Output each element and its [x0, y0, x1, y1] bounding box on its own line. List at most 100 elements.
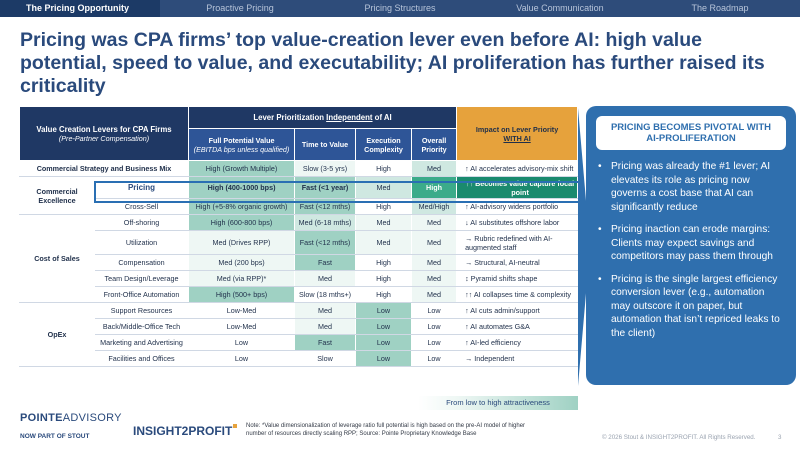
cell-impact: ↑ AI accelerates advisory-mix shift — [456, 160, 579, 177]
panel-heading: PRICING BECOMES PIVOTAL WITH AI-PROLIFER… — [596, 116, 786, 150]
cell-complexity: Low — [355, 302, 413, 319]
cell-impact: → Structural, AI-neutral — [456, 254, 579, 271]
cell-time: Slow (18 mths+) — [294, 286, 357, 303]
cell-potential: Med (via RPP)* — [188, 270, 296, 287]
copyright: © 2026 Stout & INSIGHT2PROFIT. All Right… — [602, 434, 756, 441]
cell-priority: Med — [411, 286, 458, 303]
cell-time: Slow — [294, 350, 357, 367]
cell-complexity: Med — [355, 214, 413, 231]
tab-pricing-opportunity[interactable]: The Pricing Opportunity — [0, 0, 160, 17]
cell-priority: Med — [411, 254, 458, 271]
cell-impact: ↑ AI-advisory widens portfolio — [456, 198, 579, 215]
cell-complexity: High — [355, 270, 413, 287]
cell-time: Slow (3-5 yrs) — [294, 160, 357, 177]
cell-priority: Med — [411, 270, 458, 287]
prioritization-header: Lever Prioritization Independent of AI — [188, 106, 458, 129]
cell-time: Fast (<12 mths) — [294, 230, 357, 255]
bullet-item: Pricing inaction can erode margins: Clie… — [598, 223, 784, 264]
cell-priority: Low — [411, 318, 458, 335]
cell-priority: Med — [411, 160, 458, 177]
cell-impact: → Rubric redefined with AI-augmented sta… — [456, 230, 579, 255]
cell-potential: Low — [188, 350, 296, 367]
cell-impact: ↑ AI-led efficiency — [456, 334, 579, 351]
cell-priority: Low — [411, 334, 458, 351]
attractiveness-legend: From low to high attractiveness — [418, 396, 578, 410]
cell-impact: → Independent — [456, 350, 579, 367]
lever-back-middle-office: Back/Middle-Office Tech — [93, 318, 190, 335]
cell-potential: High (+5-8% organic growth) — [188, 198, 296, 215]
insight2profit-logo: INSIGHT2PROFIT — [133, 424, 238, 438]
bullet-item: Pricing is the single largest efficiency… — [598, 273, 784, 341]
tab-value-communication[interactable]: Value Communication — [516, 3, 604, 13]
top-nav: The Pricing Opportunity Proactive Pricin… — [0, 0, 800, 17]
page-number: 3 — [778, 434, 782, 441]
cell-time: Med — [294, 318, 357, 335]
cell-complexity: High — [355, 254, 413, 271]
cell-impact: ↑↑ Becomes value capture focal point — [456, 176, 579, 199]
page-title: Pricing was CPA firms’ top value-creatio… — [20, 29, 765, 97]
lever-pricing: Pricing — [93, 176, 190, 199]
cell-potential: High (Growth Multiple) — [188, 160, 296, 177]
cell-impact: ↑↑ AI collapses time & complexity — [456, 286, 579, 303]
cell-potential: Low-Med — [188, 318, 296, 335]
tab-proactive-pricing[interactable]: Proactive Pricing — [206, 3, 274, 13]
cell-time: Med — [294, 270, 357, 287]
category-opex: OpEx — [19, 302, 95, 367]
cell-potential: High (600-800 bps) — [188, 214, 296, 231]
impact-header: Impact on Lever Priority WITH AI — [456, 106, 579, 161]
cell-potential: High (400-1000 bps) — [188, 176, 296, 199]
cell-complexity: Low — [355, 334, 413, 351]
footnote: Note: *Value dimensionalization of lever… — [246, 423, 526, 437]
cell-impact: ↕ Pyramid shifts shape — [456, 270, 579, 287]
cell-time: Med — [294, 302, 357, 319]
cell-time: Fast (<1 year) — [294, 176, 357, 199]
category-commercial-excellence: Commercial Excellence — [19, 176, 95, 215]
cell-complexity: High — [355, 198, 413, 215]
cell-complexity: Low — [355, 318, 413, 335]
cell-priority: Med/High — [411, 198, 458, 215]
lever-support-resources: Support Resources — [93, 302, 190, 319]
cell-complexity: High — [355, 286, 413, 303]
cell-complexity: High — [355, 160, 413, 177]
panel-bullets: Pricing was already the #1 lever; AI ele… — [586, 160, 796, 340]
pointe-advisory-logo: POINTEADVISORY — [20, 412, 122, 424]
lever-offshoring: Off-shoring — [93, 214, 190, 231]
cell-impact: ↓ AI substitutes offshore labor — [456, 214, 579, 231]
insight-panel: PRICING BECOMES PIVOTAL WITH AI-PROLIFER… — [586, 106, 796, 385]
lever-table: Value Creation Levers for CPA Firms (Pre… — [18, 106, 579, 367]
cell-complexity: Med — [355, 230, 413, 255]
category-cost-of-sales: Cost of Sales — [19, 214, 95, 303]
lever-utilization: Utilization — [93, 230, 190, 255]
cell-priority: High — [411, 176, 458, 199]
bullet-item: Pricing was already the #1 lever; AI ele… — [598, 160, 784, 214]
lever-marketing: Marketing and Advertising — [93, 334, 190, 351]
cell-potential: Med (200 bps) — [188, 254, 296, 271]
cell-potential: Med (Drives RPP) — [188, 230, 296, 255]
cell-complexity: Med — [355, 176, 413, 199]
lever-front-office-automation: Front-Office Automation — [93, 286, 190, 303]
cell-impact: ↑ AI automates G&A — [456, 318, 579, 335]
cell-time: Fast (<12 mths) — [294, 198, 357, 215]
cell-potential: High (500+ bps) — [188, 286, 296, 303]
cell-priority: Med — [411, 230, 458, 255]
cell-impact: ↑ AI cuts admin/support — [456, 302, 579, 319]
lever-facilities: Facilities and Offices — [93, 350, 190, 367]
cell-time: Med (6-18 mths) — [294, 214, 357, 231]
tab-roadmap[interactable]: The Roadmap — [691, 3, 749, 13]
tab-pricing-structures[interactable]: Pricing Structures — [364, 3, 436, 13]
col-potential: Full Potential Value (EBITDA bps unless q… — [188, 128, 296, 161]
cell-time: Fast — [294, 334, 357, 351]
cell-priority: Low — [411, 302, 458, 319]
col-time: Time to Value — [294, 128, 357, 161]
lever-compensation: Compensation — [93, 254, 190, 271]
lever-team-design: Team Design/Leverage — [93, 270, 190, 287]
lever-header: Value Creation Levers for CPA Firms (Pre… — [18, 106, 190, 161]
now-part-of-stout: NOW PART OF STOUT — [20, 433, 90, 440]
cell-time: Fast — [294, 254, 357, 271]
col-priority: Overall Priority — [411, 128, 458, 161]
cell-potential: Low — [188, 334, 296, 351]
cell-potential: Low-Med — [188, 302, 296, 319]
cell-priority: Low — [411, 350, 458, 367]
col-complexity: Execution Complexity — [355, 128, 413, 161]
cell-complexity: Low — [355, 350, 413, 367]
